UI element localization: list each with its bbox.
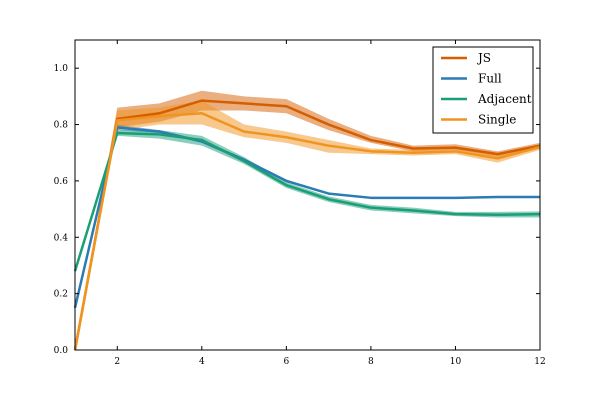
x-tick-label: 10: [450, 357, 462, 367]
y-tick-label: 0.2: [54, 290, 68, 300]
legend: JS Full Adjacent Single: [432, 46, 534, 134]
series-line-single: [73, 112, 541, 351]
legend-label: Full: [478, 72, 502, 86]
axis-ticks: 2 4 6 8 10 12 0.0 0.2 0.4 0.6 0.8 1.0: [54, 40, 546, 367]
x-tick-label: 4: [199, 357, 205, 367]
band-single: [75, 100, 540, 350]
x-tick-label: 6: [283, 357, 289, 367]
y-tick-label: 1.0: [54, 64, 69, 74]
x-tick-label: 2: [114, 357, 120, 367]
series-line-adjacent: [73, 131, 541, 272]
y-tick-label: 0.8: [54, 121, 69, 131]
legend-label: JS: [476, 51, 491, 65]
x-tick-label: 12: [534, 357, 545, 367]
y-tick-label: 0.0: [54, 346, 69, 356]
legend-label: Single: [478, 113, 516, 127]
confidence-bands: [75, 90, 540, 351]
series-line-js: [73, 99, 541, 351]
y-tick-label: 0.4: [54, 233, 69, 243]
series-lines: [73, 99, 541, 351]
y-tick-label: 0.6: [54, 177, 69, 187]
plot-frame: [74, 39, 541, 351]
legend-label: Adjacent: [477, 92, 532, 106]
x-tick-label: 8: [368, 357, 374, 367]
series-line-full: [73, 126, 540, 309]
